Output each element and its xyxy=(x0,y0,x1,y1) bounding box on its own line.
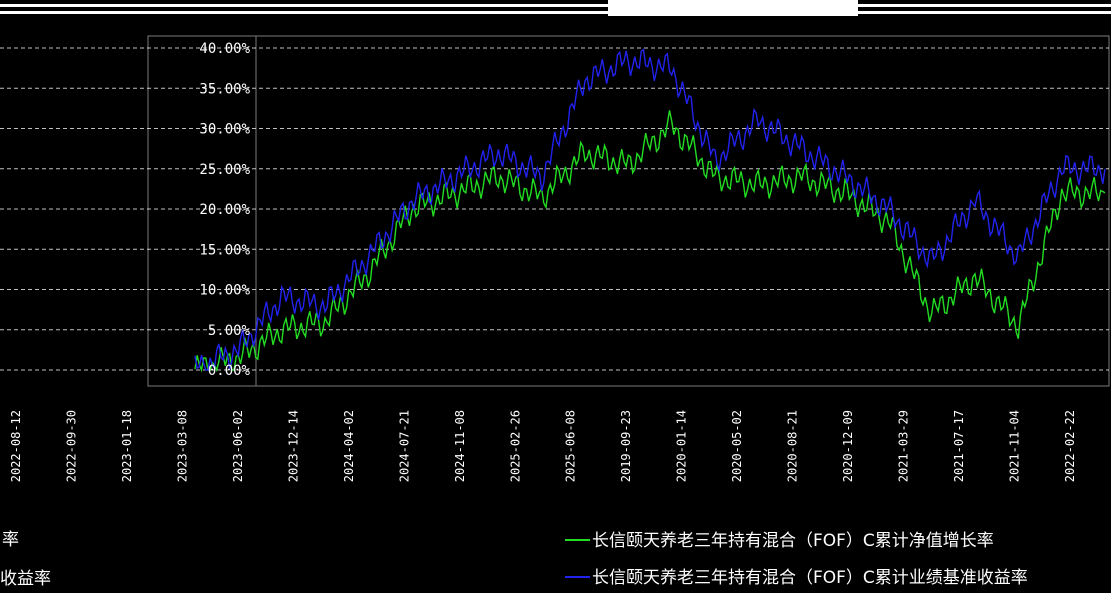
header-bar xyxy=(0,0,1111,16)
y-tick-label: 10.00% xyxy=(199,283,250,299)
header-rule-bottom xyxy=(0,11,1111,14)
left-label-2: 收益率 xyxy=(0,569,51,589)
y-tick-label: 35.00% xyxy=(199,81,250,97)
y-tick-label: 0.00% xyxy=(208,363,251,379)
x-tick-label: 2020-01-14 xyxy=(675,410,689,482)
x-tick-label: 2021-07-17 xyxy=(952,410,966,482)
x-tick-label: 2021-11-04 xyxy=(1008,410,1022,482)
series-line-benchmark xyxy=(194,48,1106,371)
x-axis: 2022-08-12 2022-09-30 2023-01-18 2023-03-08… xyxy=(9,410,1077,482)
x-tick-label: 2023-12-14 xyxy=(286,410,300,482)
x-tick-label: 2019-09-23 xyxy=(619,410,633,482)
legend-label-benchmark: 长信颐天养老三年持有混合（FOF）C累计业绩基准收益率 xyxy=(592,568,1028,588)
x-tick-label: 2022-09-30 xyxy=(64,410,78,482)
x-tick-label: 2025-02-26 xyxy=(508,410,522,482)
x-tick-label: 2020-05-02 xyxy=(730,410,744,482)
y-axis: 0.00% 5.00% 10.00% 15.00% 20.00% 25.00% 30.00%… xyxy=(199,41,250,379)
right-panel-border xyxy=(255,35,1110,387)
x-tick-label: 2022-02-22 xyxy=(1063,410,1077,482)
x-tick-label: 2024-04-02 xyxy=(342,410,356,482)
x-tick-label: 2022-08-12 xyxy=(9,410,23,482)
x-tick-label: 2024-07-21 xyxy=(397,410,411,482)
x-tick-label: 2020-12-09 xyxy=(841,410,855,482)
legend-area xyxy=(0,496,1111,593)
x-tick-label: 2024-11-08 xyxy=(453,410,467,482)
y-tick-label: 30.00% xyxy=(199,122,250,138)
series-line-net-value xyxy=(194,110,1106,373)
y-tick-label: 5.00% xyxy=(208,323,251,339)
x-tick-label: 2021-03-29 xyxy=(897,410,911,482)
left-label-1: 率 xyxy=(2,530,19,550)
x-tick-label: 2023-01-18 xyxy=(120,410,134,482)
y-tick-label: 40.00% xyxy=(199,41,250,57)
header-rule-top xyxy=(0,4,1111,7)
x-tick-label: 2020-08-21 xyxy=(786,410,800,482)
x-tick-label: 2023-03-08 xyxy=(175,410,189,482)
header-title-block xyxy=(608,0,858,16)
series-layer xyxy=(194,48,1106,373)
legend: 长信颐天养老三年持有混合（FOF）C累计净值增长率 长信颐天养老三年持有混合（F… xyxy=(565,531,1028,588)
y-tick-label: 20.00% xyxy=(199,202,250,218)
y-tick-label: 15.00% xyxy=(199,242,250,258)
x-tick-label: 2025-06-08 xyxy=(564,410,578,482)
gridlines xyxy=(0,47,1109,371)
legend-label-net-value: 长信颐天养老三年持有混合（FOF）C累计净值增长率 xyxy=(592,531,994,551)
y-tick-label: 25.00% xyxy=(199,162,250,178)
x-tick-label: 2023-06-02 xyxy=(231,410,245,482)
